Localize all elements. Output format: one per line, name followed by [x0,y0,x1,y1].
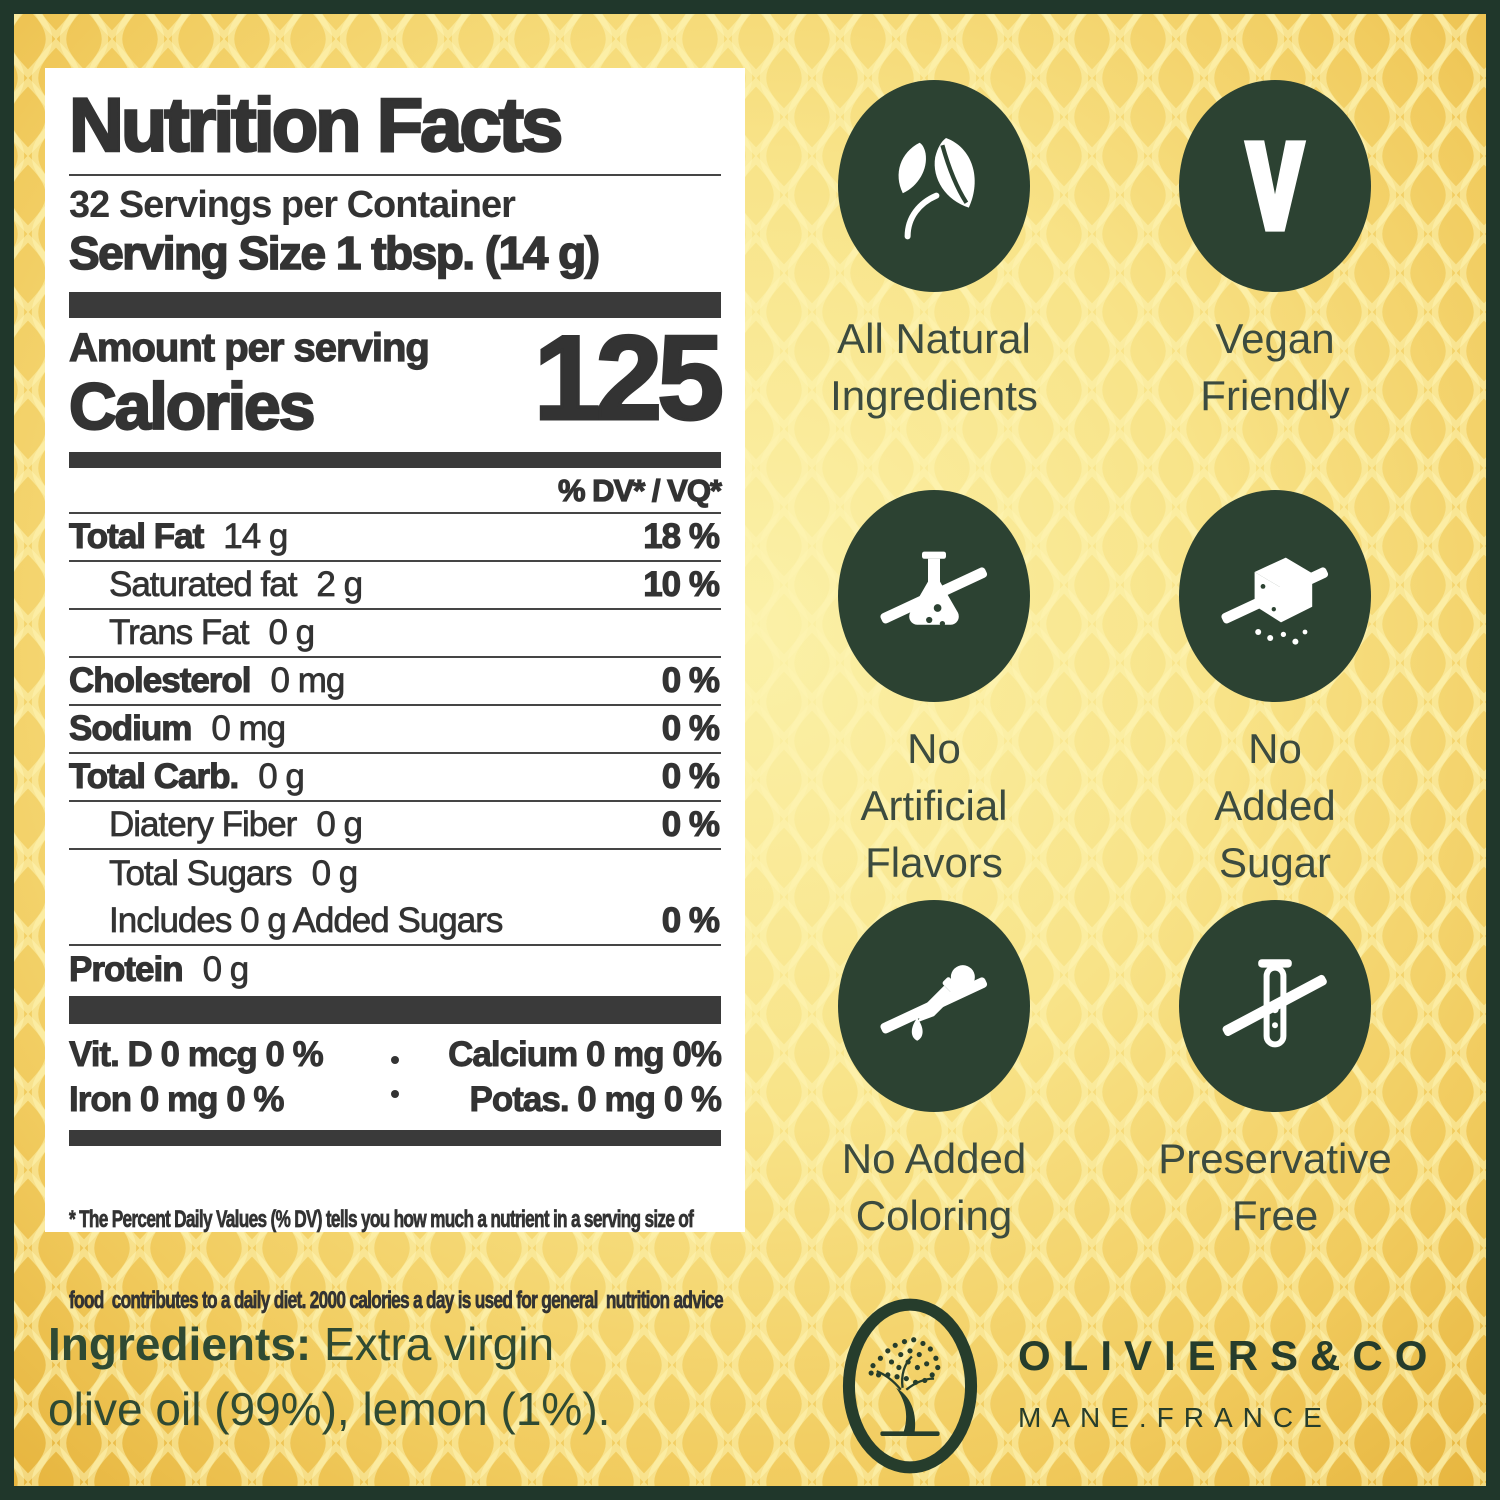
dropper-slash-icon [880,965,988,1041]
nutrient-amount: 0 g [316,805,363,845]
micro-potassium: Potas. 0 mg 0 % [469,1080,722,1120]
nutrition-facts-panel: Nutrition Facts 32 Servings per Containe… [45,68,745,1314]
nutrient-name: Total Carb. [68,756,239,796]
thick-bar [69,292,721,318]
nutrient-dv: 18 % [643,516,721,556]
table-row-added-sugars: Includes 0 g Added Sugars 0 % [69,898,721,946]
nutrient-name: Diatery Fiber [109,805,298,845]
nutrient-name: Trans Fat [109,613,250,653]
nutrient-amount: 0 mg [270,661,346,701]
vegan-v-icon [1243,140,1307,232]
badge-circle [1179,900,1371,1112]
feature-label: No Artificial Flavors [860,725,1008,886]
feature-no-added-sugar: No Added Sugar [1105,490,1445,891]
brand-origin: MANE.FRANCE [1018,1402,1332,1433]
table-row-dietary-fiber: Diatery Fiber 0 g 0 % [69,802,721,850]
badge-circle [838,490,1030,702]
nutrition-facts-title: Nutrition Facts [68,82,565,169]
flask-slash-icon [880,551,988,627]
badge-circle [1179,490,1371,702]
feature-label: No Added Sugar [1214,725,1336,886]
feature-no-added-coloring: No Added Coloring [764,900,1104,1244]
table-row-trans-fat: Trans Fat 0 g [69,610,721,658]
feature-label: All Natural Ingredients [830,315,1038,419]
footnote-line-2: food contributes to a daily diet. 2000 c… [69,1287,724,1315]
feature-preservative-free: Preservative Free [1105,900,1445,1244]
sugar-cube-slash-icon [1221,557,1329,645]
test-tube-slash-icon [1222,959,1327,1048]
feature-label: No Added Coloring [841,1135,1027,1239]
micro-iron: Iron 0 mg 0 % [69,1080,285,1120]
feature-label: Vegan Friendly [1200,315,1350,419]
ingredients-line-1: Ingredients: Extra virgin [48,1318,555,1370]
nutrient-amount: 0 g [311,854,358,894]
micros-left-column: Vit. D 0 mcg 0 % Iron 0 mg 0 % [69,1032,373,1122]
ingredients-line-2: olive oil (99%), lemon (1%). [48,1383,611,1435]
nutrient-amount: 0 mg [211,709,287,749]
calories-value: 125 [532,311,725,445]
medium-bar [69,452,721,468]
calories-block: Amount per serving Calories 125 [68,317,726,444]
leaf-icon [898,138,975,240]
nutrient-dv: 0 % [661,756,720,796]
nutrient-name: Saturated fat [109,565,298,605]
nutrient-amount: 14 g [223,517,289,557]
nutrient-name: Cholesterol [68,660,252,700]
footnote-line-1: * The Percent Daily Values (% DV) tells … [69,1206,694,1234]
olive-tree-logo-icon [842,1298,978,1474]
nutrient-amount: 2 g [316,565,363,605]
table-row-sodium: Sodium 0 mg 0 % [68,706,721,754]
table-row-total-sugars: Total Sugars 0 g [69,850,721,898]
feature-vegan: Vegan Friendly [1105,80,1445,424]
nutrient-amount: 0 g [258,757,305,797]
micro-calcium: Calcium 0 mg 0% [448,1035,723,1075]
badge-circle [838,900,1030,1112]
daily-value-footnote: * The Percent Daily Values (% DV) tells … [69,1152,724,1368]
brand-logo: OLIVIERS&CO MANE.FRANCE [836,1292,1439,1480]
daily-value-header: % DV* / VQ* [557,473,722,508]
nutrient-amount: 0 g [268,613,315,653]
badge-circle [838,80,1030,292]
divider [69,512,721,514]
servings-per-container: 32 Servings per Container [69,184,516,226]
amount-per-serving-label: Amount per serving [68,325,430,370]
thick-bar [69,1130,721,1146]
feature-all-natural: All Natural Ingredients [764,80,1104,424]
badge-circle [1179,80,1371,292]
nutrient-dv: 0 % [661,804,720,844]
thick-bar [69,996,721,1024]
nutrient-name: Total Sugars [109,854,293,894]
serving-size: Serving Size 1 tbsp. (14 g) [68,227,601,279]
feature-label: Preservative Free [1158,1135,1392,1239]
table-row-total-fat: Total Fat 14 g 18 % [68,514,721,562]
nutrient-dv: 0 % [661,900,720,940]
dot [391,1090,399,1098]
calories-label: Calories [68,369,317,443]
table-row-cholesterol: Cholesterol 0 mg 0 % [68,658,721,706]
micros-right-column: Calcium 0 mg 0% Potas. 0 mg 0 % [417,1032,723,1122]
nutrient-name: Sodium [68,708,192,748]
nutrient-dv: 10 % [643,564,721,604]
divider [69,174,721,176]
ingredients-label: Ingredients: [48,1318,312,1370]
micronutrients-block: Vit. D 0 mcg 0 % Iron 0 mg 0 % Calcium 0… [69,1032,723,1122]
dot [391,1056,399,1064]
nutrient-name: Protein [68,949,184,989]
nutrient-name: Includes 0 g Added Sugars [109,901,504,941]
nutrient-amount: 0 g [202,950,249,990]
table-row-saturated-fat: Saturated fat 2 g 10 % [69,562,721,610]
brand-text: OLIVIERS&CO MANE.FRANCE [1018,1292,1439,1480]
table-row-protein: Protein 0 g [68,946,721,994]
nutrient-dv: 0 % [661,708,720,748]
nutrient-dv: 0 % [661,660,720,700]
micro-vitamin-d: Vit. D 0 mcg 0 % [69,1035,325,1075]
nutrient-name: Total Fat [68,516,204,556]
ingredients-text: Ingredients: Extra virgin olive oil (99%… [48,1312,708,1442]
separator-dots [373,1032,417,1122]
table-row-total-carb: Total Carb. 0 g 0 % [68,754,721,802]
brand-name: OLIVIERS&CO [1018,1332,1440,1379]
feature-no-artificial-flavors: No Artificial Flavors [764,490,1104,891]
